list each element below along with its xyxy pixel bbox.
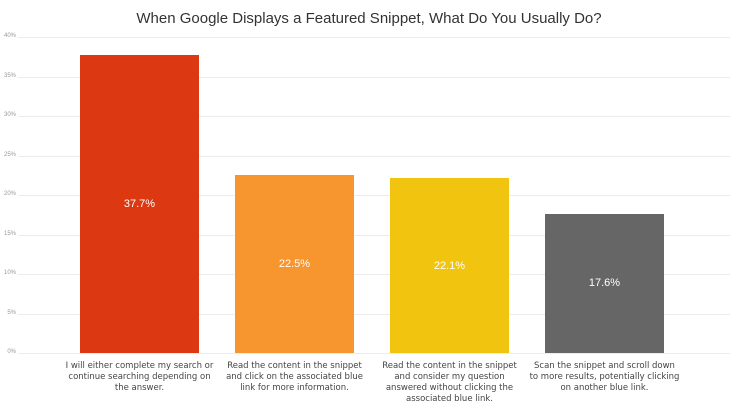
bar-value-label: 22.5% [278, 258, 311, 271]
bar[interactable]: 37.7% [80, 55, 199, 353]
gridline [18, 76, 730, 78]
gridline [18, 353, 730, 354]
bar-value-label: 17.6% [588, 277, 621, 290]
gridline [18, 116, 730, 117]
y-tick-label: 15% [3, 230, 16, 237]
gridline [18, 195, 730, 196]
x-category-label: Read the content in the snippet and clic… [226, 361, 363, 393]
x-category-label: I will either complete my search or cont… [65, 361, 214, 393]
gridline [18, 313, 730, 315]
bar[interactable]: 22.5% [235, 175, 354, 353]
y-tick-label: 10% [3, 270, 16, 276]
y-tick-label: 40% [3, 33, 16, 39]
x-category-label: Read the content in the snippet and cons… [382, 361, 517, 404]
y-tick-label: 35% [3, 72, 16, 79]
bar[interactable]: 17.6% [545, 213, 664, 353]
y-tick-label: 30% [3, 112, 16, 118]
bar-value-label: 22.1% [433, 259, 466, 272]
bar[interactable]: 22.1% [390, 178, 509, 353]
gridline [18, 37, 730, 38]
bar-value-label: 37.7% [123, 198, 156, 211]
gridline [18, 234, 730, 236]
y-tick-label: 5% [7, 309, 16, 316]
y-tick-label: 20% [3, 191, 16, 197]
gridline [18, 155, 730, 157]
x-category-label: Scan the snippet and scroll down to more… [529, 361, 680, 393]
chart-title: When Google Displays a Featured Snippet,… [136, 10, 602, 27]
y-tick-label: 0% [7, 349, 16, 355]
y-tick-label: 25% [3, 151, 16, 158]
gridline [18, 274, 730, 275]
